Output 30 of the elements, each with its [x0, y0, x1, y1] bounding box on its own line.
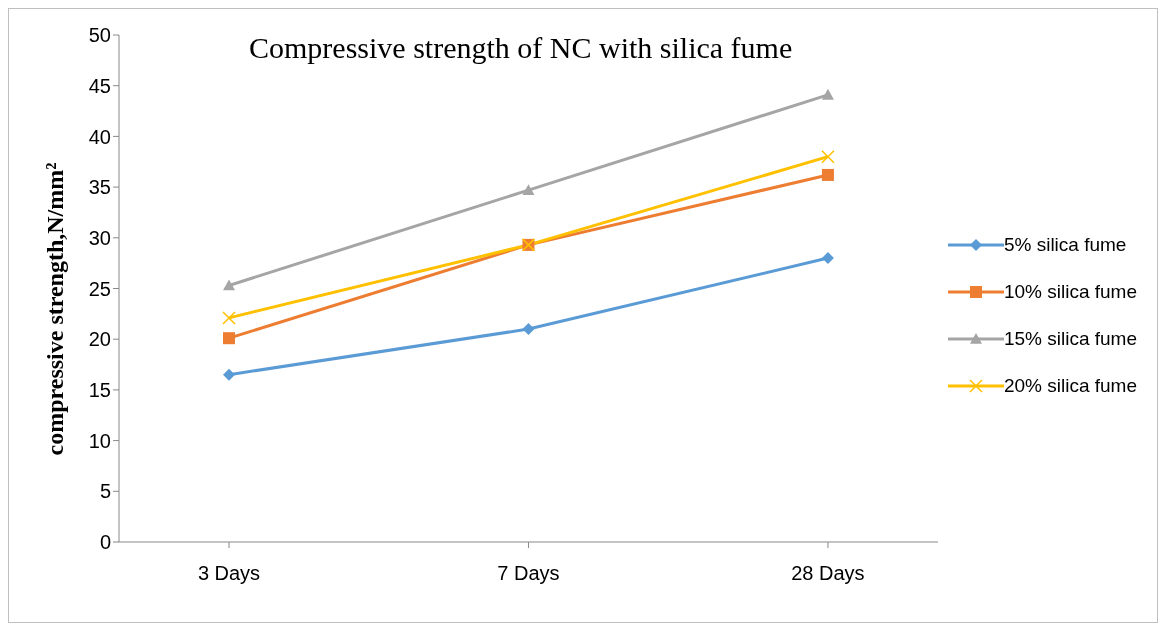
x-tick-label: 28 Days	[791, 562, 865, 585]
legend-label: 5% silica fume	[1003, 234, 1127, 256]
point	[223, 332, 235, 345]
chart-title: Compressive strength of NC with silica fume	[249, 31, 793, 65]
y-tick-label: 50	[88, 24, 111, 47]
point	[222, 311, 236, 325]
legend-label: 15% silica fume	[1003, 328, 1137, 350]
y-tick-label: 30	[88, 226, 111, 249]
y-tick-label: 10	[88, 429, 111, 452]
point	[522, 323, 535, 336]
point	[522, 184, 535, 195]
point	[821, 149, 835, 164]
y-tick-label: 0	[99, 531, 111, 554]
point	[223, 279, 235, 291]
y-tick-label: 25	[88, 277, 111, 300]
point	[223, 368, 235, 381]
legend-label: 20% silica fume	[1003, 375, 1137, 397]
y-tick-label: 45	[88, 74, 111, 97]
legend-label: 10% silica fume	[1003, 281, 1137, 303]
x-tick-label: 3 Days	[197, 562, 261, 585]
y-tick-label: 15	[88, 379, 111, 401]
point	[821, 88, 834, 100]
point	[821, 252, 834, 265]
point	[821, 168, 834, 181]
y-tick-label: 40	[88, 125, 111, 148]
x-tick-label: 7 Days	[497, 562, 560, 585]
y-axis-title: compressive strength,N/mm²	[41, 162, 69, 456]
y-tick-label: 20	[88, 328, 111, 351]
y-tick-label: 5	[99, 480, 111, 503]
y-tick-label: 35	[88, 176, 111, 199]
